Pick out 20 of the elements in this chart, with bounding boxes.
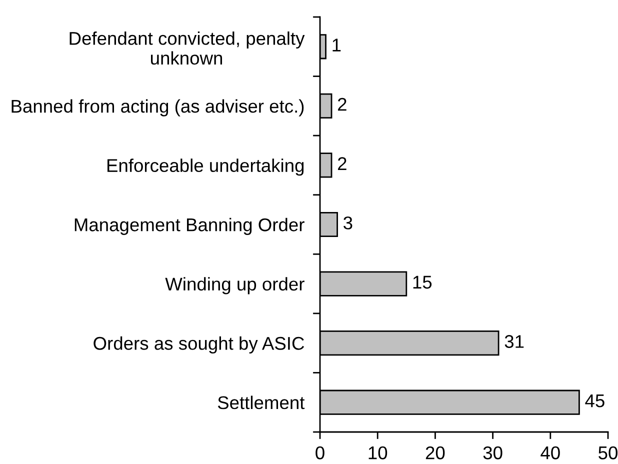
y-tick-label: Orders as sought by ASIC [94, 336, 304, 354]
x-tick-label: 20 [426, 446, 445, 460]
data-label: 1 [332, 38, 341, 52]
x-tick-label: 0 [316, 446, 324, 460]
x-tick-label: 10 [368, 446, 388, 460]
y-tick-label: Settlement [218, 396, 305, 410]
data-label: 2 [338, 157, 346, 170]
data-label: 31 [504, 335, 524, 348]
data-label: 15 [413, 276, 432, 289]
y-tick-label: Winding up order [165, 277, 304, 294]
y-tick-label: Management Banning Order [74, 218, 304, 235]
data-label: 3 [344, 216, 352, 230]
y-tick-label: Defendant convicted, penalty unknown [70, 31, 305, 65]
x-tick-label: 50 [598, 446, 618, 460]
x-tick-label: 30 [483, 446, 502, 460]
y-tick-label: Enforceable undertaking [107, 158, 304, 176]
data-label: 45 [585, 394, 604, 408]
x-tick-label: 40 [540, 446, 560, 460]
y-tick-label: Banned from acting (as adviser etc.) [12, 99, 304, 116]
data-label: 2 [338, 98, 346, 111]
